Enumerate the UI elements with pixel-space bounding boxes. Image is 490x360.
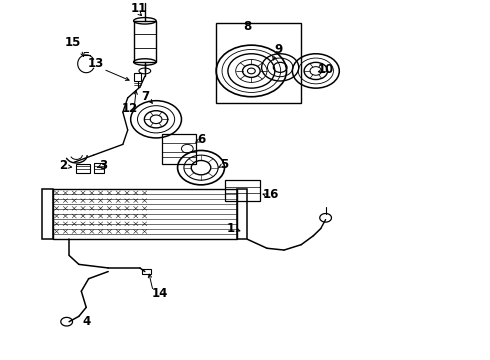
Text: 15: 15 (65, 36, 81, 49)
Text: 3: 3 (99, 159, 107, 172)
Text: 7: 7 (141, 90, 149, 103)
Text: 6: 6 (197, 132, 205, 145)
Bar (143, 269, 151, 274)
Text: 12: 12 (122, 102, 138, 115)
Text: 11: 11 (130, 3, 147, 15)
Bar (237, 189, 247, 239)
Bar (53, 189, 237, 239)
Bar (216, 23, 301, 103)
Bar (76, 164, 90, 173)
Bar (134, 73, 142, 81)
Bar (225, 180, 260, 201)
Text: 14: 14 (151, 287, 168, 300)
Text: 2: 2 (59, 159, 67, 172)
Bar (162, 134, 196, 164)
Bar (94, 163, 104, 174)
Bar (134, 21, 156, 62)
Text: 13: 13 (88, 57, 104, 70)
Text: 5: 5 (220, 158, 229, 171)
Text: 4: 4 (82, 315, 90, 328)
Text: 16: 16 (262, 188, 279, 201)
Text: 1: 1 (226, 222, 234, 235)
Bar (42, 189, 53, 239)
Text: 10: 10 (318, 63, 334, 76)
Text: 8: 8 (244, 20, 251, 33)
Text: 9: 9 (274, 43, 282, 56)
